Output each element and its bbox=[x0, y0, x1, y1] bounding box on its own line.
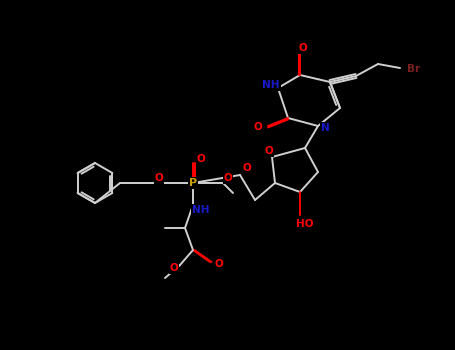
Text: O: O bbox=[223, 173, 233, 183]
Text: P: P bbox=[189, 178, 197, 188]
Text: O: O bbox=[215, 259, 223, 269]
Text: Br: Br bbox=[407, 64, 420, 74]
Text: O: O bbox=[253, 122, 263, 132]
Text: O: O bbox=[298, 43, 308, 53]
Text: O: O bbox=[197, 154, 205, 164]
Text: O: O bbox=[243, 163, 251, 173]
Text: NH: NH bbox=[262, 80, 280, 90]
Text: HO: HO bbox=[296, 219, 314, 229]
Text: O: O bbox=[265, 146, 273, 156]
Text: NH: NH bbox=[192, 205, 210, 215]
Text: O: O bbox=[170, 263, 178, 273]
Text: O: O bbox=[155, 173, 163, 183]
Text: N: N bbox=[321, 123, 329, 133]
